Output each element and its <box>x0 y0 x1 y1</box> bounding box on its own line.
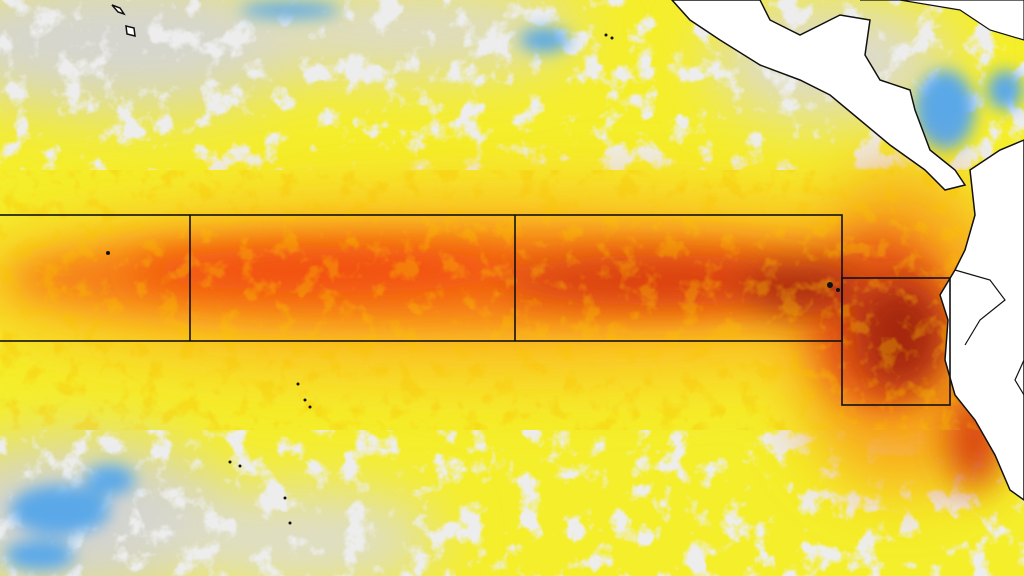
borders <box>954 269 1024 396</box>
islands <box>106 33 840 525</box>
central-america <box>670 0 967 191</box>
island-chain <box>111 4 136 37</box>
south-america <box>939 139 1024 501</box>
cool-areas <box>5 2 1023 570</box>
texture <box>0 170 1024 430</box>
nino-regions <box>0 214 951 406</box>
caribbean-islands <box>860 0 1024 41</box>
